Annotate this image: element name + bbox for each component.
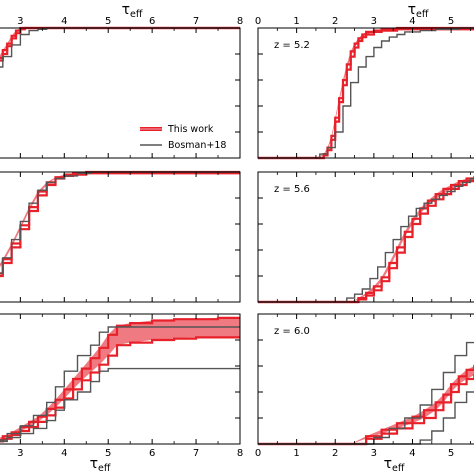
annotation-right-bottom: z = 6.0 xyxy=(274,326,310,337)
xtick-label-top-left-top-7: 7 xyxy=(193,16,199,27)
xtick-label-top-right-top-0: 0 xyxy=(255,16,261,27)
frame-left-bottom xyxy=(0,313,241,445)
series-band-fill-left-middle xyxy=(0,172,240,268)
top-right-xlabel: τeff xyxy=(408,2,429,20)
series-this-work-lower-right-middle xyxy=(258,178,474,304)
legend-label-bosman: Bosman+18 xyxy=(168,140,226,151)
annotation-right-top: z = 5.2 xyxy=(274,40,310,51)
series-bosman-y-left-middle xyxy=(0,171,240,275)
xtick-label-top-right-top-4: 4 xyxy=(409,16,415,27)
panel-left-middle xyxy=(0,170,241,303)
bottom-right-xlabel: τeff xyxy=(384,456,405,474)
xtick-label-bottom-left-bottom-6: 6 xyxy=(149,448,155,459)
xtick-label-bottom-right-bottom-1: 1 xyxy=(293,448,299,459)
panel-right-middle: z = 5.6 xyxy=(257,171,474,304)
series-bosman-y-right-top xyxy=(258,27,474,159)
xtick-label-bottom-left-bottom-4: 4 xyxy=(61,448,67,459)
frame-right-middle xyxy=(257,171,474,303)
svg-text:τeff: τeff xyxy=(408,2,429,20)
panel-right-top: 0 1 2 3 4 5 z = 5.2 xyxy=(255,16,474,160)
series-bosman-y-left-top xyxy=(0,27,240,68)
xtick-label-top-left-top-8: 8 xyxy=(237,16,243,27)
series-this-work-lower-left-middle xyxy=(0,172,240,278)
series-band-fill-right-bottom xyxy=(258,366,474,444)
xtick-label-bottom-right-bottom-0: 0 xyxy=(255,448,261,459)
xtick-label-bottom-left-bottom-5: 5 xyxy=(105,448,111,459)
series-this-work-upper-left-top xyxy=(0,26,240,59)
series-this-work-upper-left-middle xyxy=(0,170,240,275)
xtick-label-bottom-left-bottom-8: 8 xyxy=(237,448,243,459)
series-this-work-lower-right-top xyxy=(258,28,474,160)
bottom-left-xlabel: τeff xyxy=(90,456,111,474)
xtick-label-bottom-left-bottom-3: 3 xyxy=(17,448,23,459)
series-bosman-y2-left-bottom xyxy=(0,367,240,443)
xtick-label-top-left-top-5: 5 xyxy=(105,16,111,27)
svg-text:τeff: τeff xyxy=(122,2,143,20)
xtick-label-top-right-top-3: 3 xyxy=(371,16,377,27)
frame-left-middle xyxy=(0,171,241,303)
bottom-right-xlabel-sub: eff xyxy=(392,463,405,474)
xtick-label-bottom-right-bottom-2: 2 xyxy=(332,448,338,459)
bottom-left-xlabel-sub: eff xyxy=(98,463,111,474)
panels-layer: 3 4 5 6 7 8 0 1 2 3 4 5 z = 5.2 z = 5.6 3 4 5 6 7 8 0 1 2 3 4 5 z … xyxy=(0,16,474,459)
legend: This work Bosman+18 xyxy=(140,124,226,151)
top-left-xlabel-symbol: τ xyxy=(122,2,130,18)
series-this-work-lower-left-top xyxy=(0,26,240,62)
panel-left-top: 3 4 5 6 7 8 xyxy=(0,16,243,159)
xtick-label-bottom-left-bottom-7: 7 xyxy=(193,448,199,459)
xtick-label-top-right-top-2: 2 xyxy=(332,16,338,27)
legend-label-this-work: This work xyxy=(167,124,214,135)
panel-right-bottom: 0 1 2 3 4 5 z = 6.0 xyxy=(255,313,474,459)
xtick-label-bottom-right-bottom-3: 3 xyxy=(371,448,377,459)
series-this-work-lower-right-bottom xyxy=(258,374,474,446)
xtick-label-top-left-top-6: 6 xyxy=(149,16,155,27)
panel-left-bottom: 3 4 5 6 7 8 xyxy=(0,313,243,459)
top-right-xlabel-sub: eff xyxy=(416,9,429,20)
svg-text:τeff: τeff xyxy=(90,456,111,474)
bottom-right-xlabel-symbol: τ xyxy=(384,456,392,472)
series-band-fill-left-top xyxy=(0,28,240,59)
top-left-xlabel-sub: eff xyxy=(130,9,143,20)
top-right-xlabel-symbol: τ xyxy=(408,2,416,18)
series-this-work-lower-left-bottom xyxy=(0,336,240,443)
xtick-label-top-right-top-1: 1 xyxy=(293,16,299,27)
top-left-xlabel: τeff xyxy=(122,2,143,20)
frame-right-bottom xyxy=(257,313,474,445)
frame-left-top xyxy=(0,27,241,159)
xtick-label-bottom-right-bottom-4: 4 xyxy=(409,448,415,459)
series-bosman-y-left-bottom xyxy=(0,326,240,441)
series-this-work-upper-left-bottom xyxy=(0,316,240,442)
frame-right-top xyxy=(257,27,474,159)
series-this-work-upper-right-middle xyxy=(258,176,474,304)
xtick-label-top-left-top-3: 3 xyxy=(17,16,23,27)
xtick-label-top-right-top-5: 5 xyxy=(448,16,454,27)
annotation-right-middle: z = 5.6 xyxy=(274,184,310,195)
xtick-label-top-left-top-4: 4 xyxy=(61,16,67,27)
series-bosman-y-right-bottom xyxy=(258,341,474,445)
series-bosman-y-right-middle xyxy=(258,177,474,303)
xtick-label-bottom-right-bottom-5: 5 xyxy=(448,448,454,459)
bottom-left-xlabel-symbol: τ xyxy=(90,456,98,472)
svg-text:τeff: τeff xyxy=(384,456,405,474)
